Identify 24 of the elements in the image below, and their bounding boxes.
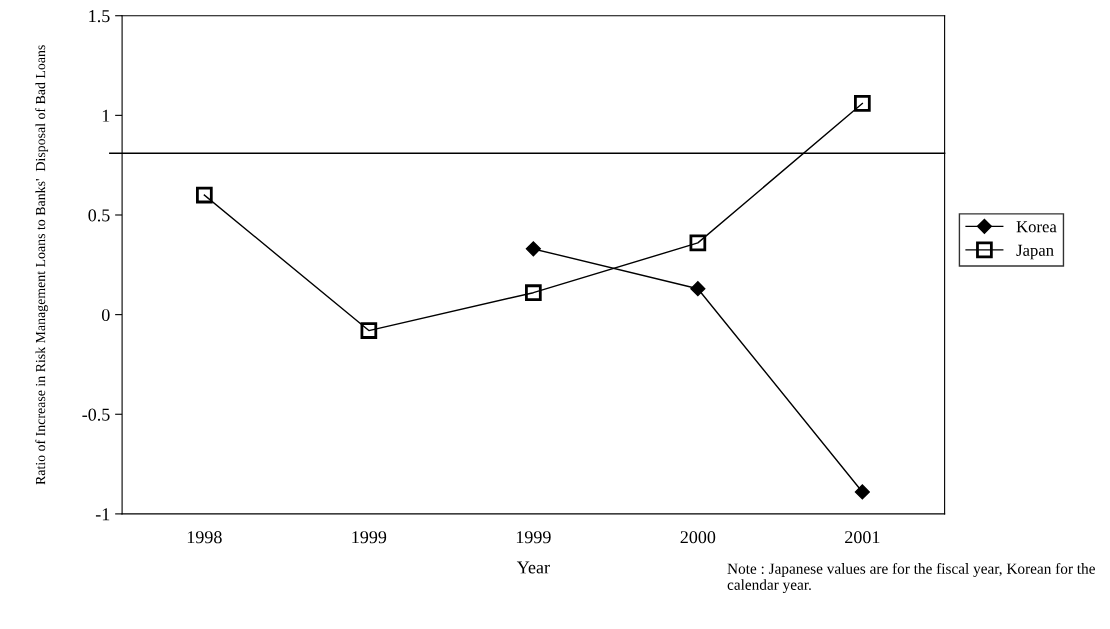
x-tick-label: 1999 [352,531,387,544]
y-tick-label: -0.5 [82,408,110,421]
point [525,284,542,302]
text: Note : Japanese values are for the fiscal year, Korean for the calendar year. [727,562,1095,594]
point [196,186,213,204]
y-axis-title: Ratio of Increase in Risk Management Loans to Banks' Disposal of Bad Loans [35,45,49,485]
point [854,95,871,112]
x-tick-label: 2000 [680,531,716,544]
y-tick-label: -1 [95,508,110,521]
y-tick-label: 0.5 [88,209,110,222]
point [854,484,870,500]
y-tick-label: 1.5 [89,10,110,23]
point [525,241,541,257]
point [690,281,706,297]
legend-label: Japan [1016,244,1054,260]
y-tick-label: 0 [101,308,110,322]
point [360,322,378,339]
y-tick-label: 1 [102,109,110,122]
legend-label: Korea [1016,221,1057,233]
x-tick-label: 1998 [187,531,222,544]
point [689,234,707,252]
x-tick-label: 2001 [845,531,880,544]
x-tick-label: 1999 [516,531,551,544]
x-axis-title: Year [516,561,550,574]
